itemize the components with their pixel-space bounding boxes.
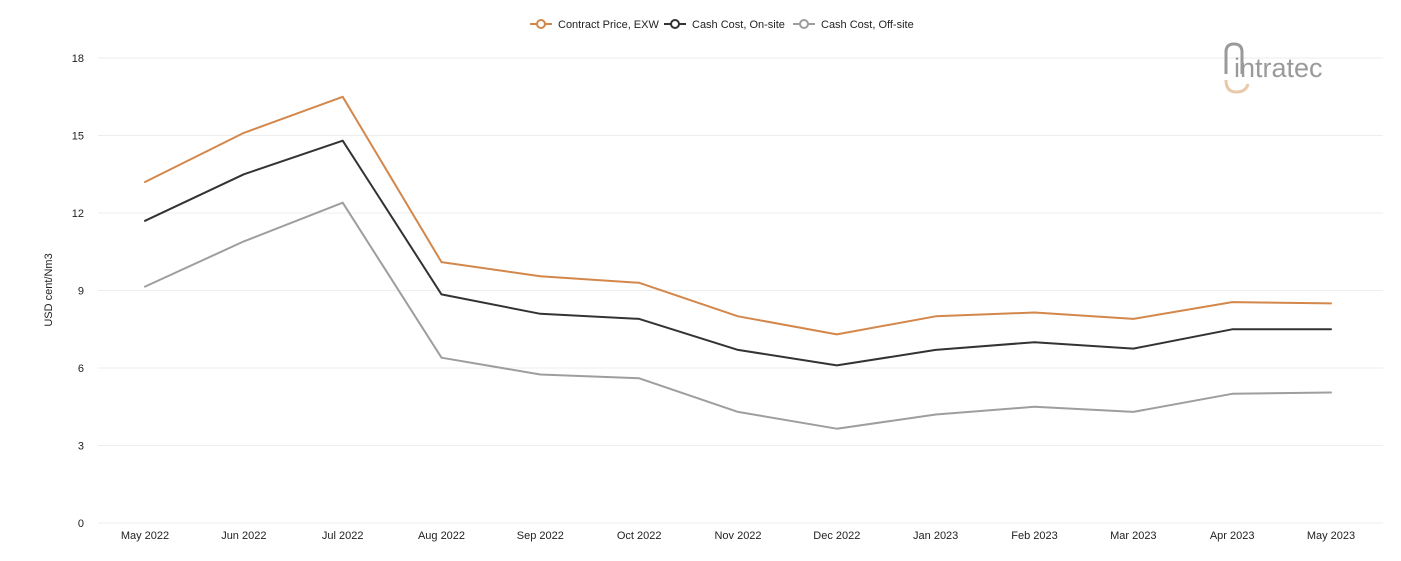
y-tick-label: 15 xyxy=(72,131,84,143)
grid xyxy=(98,57,1383,524)
y-tick-label: 6 xyxy=(78,363,84,375)
y-tick-label: 3 xyxy=(78,441,84,453)
series-lines xyxy=(144,95,1332,430)
y-axis-ticks: 0 3 6 9 12 15 18 xyxy=(72,53,84,530)
legend-label: Contract Price, EXW xyxy=(558,19,659,31)
intratec-logo: intratec xyxy=(1224,42,1323,94)
x-tick-label: May 2022 xyxy=(121,530,169,542)
legend-label: Cash Cost, On-site xyxy=(692,19,785,31)
x-tick-label: Feb 2023 xyxy=(1011,530,1057,542)
legend-marker-icon xyxy=(670,19,680,29)
x-tick-label: Oct 2022 xyxy=(617,530,662,542)
series-line-1 xyxy=(144,139,1332,367)
x-tick-label: Jan 2023 xyxy=(913,530,958,542)
logo-arc-icon xyxy=(1224,79,1250,94)
y-tick-label: 18 xyxy=(72,53,84,65)
legend[interactable]: Contract Price, EXW Cash Cost, On-site Cas… xyxy=(530,19,914,31)
legend-marker-icon xyxy=(799,19,809,29)
x-tick-label: Sep 2022 xyxy=(517,530,564,542)
x-tick-label: Jul 2022 xyxy=(322,530,364,542)
series-line-0 xyxy=(144,95,1332,336)
logo-text: intratec xyxy=(1234,53,1323,83)
legend-label: Cash Cost, Off-site xyxy=(821,19,914,31)
x-axis-ticks: May 2022 Jun 2022 Jul 2022 Aug 2022 Sep 2022… xyxy=(121,530,1355,542)
y-axis-label: USD cent/Nm3 xyxy=(43,253,55,326)
x-tick-label: Aug 2022 xyxy=(418,530,465,542)
x-tick-label: Apr 2023 xyxy=(1210,530,1255,542)
x-tick-label: Dec 2022 xyxy=(813,530,860,542)
y-tick-label: 9 xyxy=(78,286,84,298)
legend-marker-icon xyxy=(536,19,546,29)
legend-item-1[interactable]: Cash Cost, On-site xyxy=(664,19,785,31)
x-tick-label: Jun 2022 xyxy=(221,530,266,542)
logo-mark-icon xyxy=(1224,42,1244,74)
legend-item-0[interactable]: Contract Price, EXW xyxy=(530,19,659,31)
series-line-2 xyxy=(144,201,1332,430)
y-tick-label: 12 xyxy=(72,208,84,220)
x-tick-label: May 2023 xyxy=(1307,530,1355,542)
x-tick-label: Mar 2023 xyxy=(1110,530,1156,542)
y-tick-label: 0 xyxy=(78,518,84,530)
x-tick-label: Nov 2022 xyxy=(714,530,761,542)
legend-item-2[interactable]: Cash Cost, Off-site xyxy=(793,19,914,31)
